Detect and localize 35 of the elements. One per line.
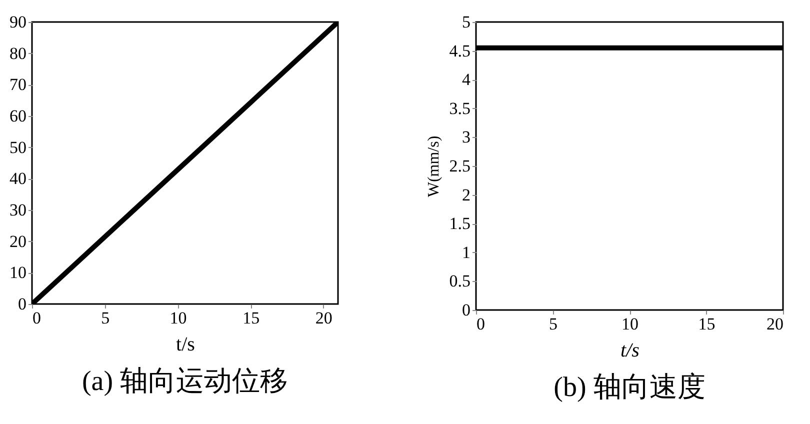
y-tick-label: 40 — [10, 169, 26, 188]
x-tick-label: 20 — [315, 308, 332, 328]
y-tick-label: 20 — [10, 232, 26, 251]
y-tick-label: 30 — [10, 200, 26, 220]
y-tick-label: 5 — [462, 12, 470, 32]
y-tick-label: 70 — [10, 75, 26, 94]
x-tick-label: 0 — [476, 314, 485, 334]
y-tick-label: 10 — [10, 263, 26, 282]
x-tick-label: 15 — [242, 308, 260, 328]
y-tick-label: 2 — [462, 185, 470, 204]
y-axis-title: W(mm/s) — [425, 136, 442, 198]
x-tick-label: 10 — [622, 314, 638, 334]
x-axis-title: t/s — [176, 334, 196, 356]
y-tick-label: 90 — [10, 12, 26, 32]
y-tick-label: 2.5 — [449, 156, 470, 176]
y-tick-label: 60 — [10, 106, 26, 126]
text: (a) 轴向运动位移 — [82, 366, 288, 397]
x-tick-label: 20 — [766, 314, 784, 334]
y-tick-label: 0.5 — [449, 272, 470, 291]
y-tick-label: 50 — [10, 138, 26, 157]
y-tick-label: 80 — [10, 44, 26, 63]
x-tick-label: 5 — [549, 314, 558, 334]
x-tick-label: 10 — [170, 308, 187, 328]
y-tick-label: 0 — [18, 294, 26, 314]
x-tick-label: 0 — [32, 308, 41, 328]
y-tick-label: 4.5 — [449, 41, 470, 60]
y-tick-label: 4 — [462, 70, 471, 90]
y-tick-label: 1 — [462, 242, 470, 262]
y-tick-label: 3.5 — [449, 98, 470, 118]
text: (b) 轴向速度 — [554, 372, 706, 403]
x-axis-title: t/s — [620, 340, 640, 362]
y-tick-label: 1.5 — [449, 214, 470, 234]
x-tick-label: 15 — [698, 314, 716, 334]
y-tick-label: 3 — [462, 128, 470, 147]
x-tick-label: 5 — [101, 308, 110, 328]
